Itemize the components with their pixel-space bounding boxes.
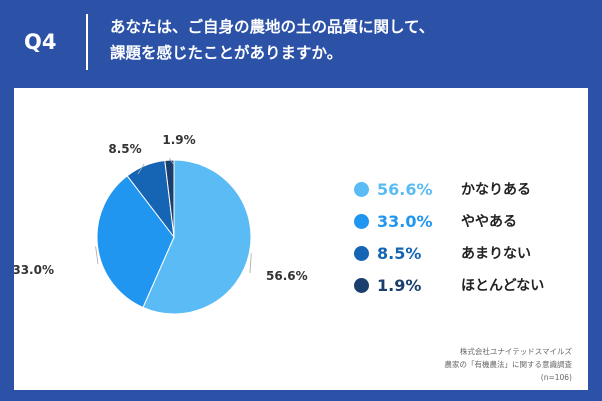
legend-item: 8.5% あまりない — [354, 237, 574, 269]
legend-item: 56.6% かなりある — [354, 173, 574, 205]
header-divider — [86, 14, 88, 70]
pie-slice — [164, 159, 175, 238]
chart-panel: 56.6% 33.0% 8.5% 1.9% 56.6% かなりある 33.0% ややある 8.… — [14, 88, 588, 390]
pie-slice — [96, 175, 175, 309]
header: Q4 あなたは、ご自身の農地の土の品質に関して、 課題を感じたことがありますか。 — [0, 0, 602, 88]
pie-slice — [142, 159, 252, 315]
legend: 56.6% かなりある 33.0% ややある 8.5% あまりない 1.9% ほとんどない — [354, 173, 574, 301]
slice-value-label: 1.9% — [162, 133, 195, 147]
source-sample-size: (n=106) — [540, 373, 572, 382]
legend-percent: 1.9% — [377, 275, 422, 295]
legend-swatch — [354, 181, 369, 197]
question-number: Q4 — [24, 30, 57, 54]
slice-leader-line — [249, 253, 252, 274]
slice-leader-line — [95, 246, 99, 265]
source-company: 株式会社ユナイテッドスマイルズ — [459, 347, 572, 356]
legend-item: 33.0% ややある — [354, 205, 574, 237]
legend-percent: 8.5% — [377, 243, 422, 263]
legend-swatch — [354, 277, 369, 293]
question-text: あなたは、ご自身の農地の土の品質に関して、 課題を感じたことがありますか。 — [110, 14, 580, 66]
pie-chart: 56.6% 33.0% 8.5% 1.9% — [14, 133, 308, 315]
legend-label: ややある — [461, 214, 517, 230]
source-survey: 農家の「有機農法」に関する意識調査 — [444, 360, 573, 369]
legend-label: あまりない — [461, 246, 531, 262]
legend-swatch — [354, 245, 369, 261]
question-line-2: 課題を感じたことがありますか。 — [110, 44, 343, 62]
slice-value-label: 8.5% — [108, 142, 141, 156]
legend-swatch — [354, 213, 369, 229]
legend-percent: 33.0% — [377, 211, 433, 231]
question-line-1: あなたは、ご自身の農地の土の品質に関して、 — [110, 18, 435, 36]
source-footer: 株式会社ユナイテッドスマイルズ 農家の「有機農法」に関する意識調査 (n=106… — [445, 345, 573, 384]
slice-leader-line — [168, 157, 175, 166]
legend-label: かなりある — [461, 182, 531, 198]
legend-label: ほとんどない — [461, 278, 545, 294]
legend-item: 1.9% ほとんどない — [354, 269, 574, 301]
slice-leader-line — [137, 163, 145, 175]
slice-value-label: 33.0% — [14, 263, 54, 277]
slice-value-label: 56.6% — [266, 269, 308, 283]
legend-percent: 56.6% — [377, 179, 433, 199]
